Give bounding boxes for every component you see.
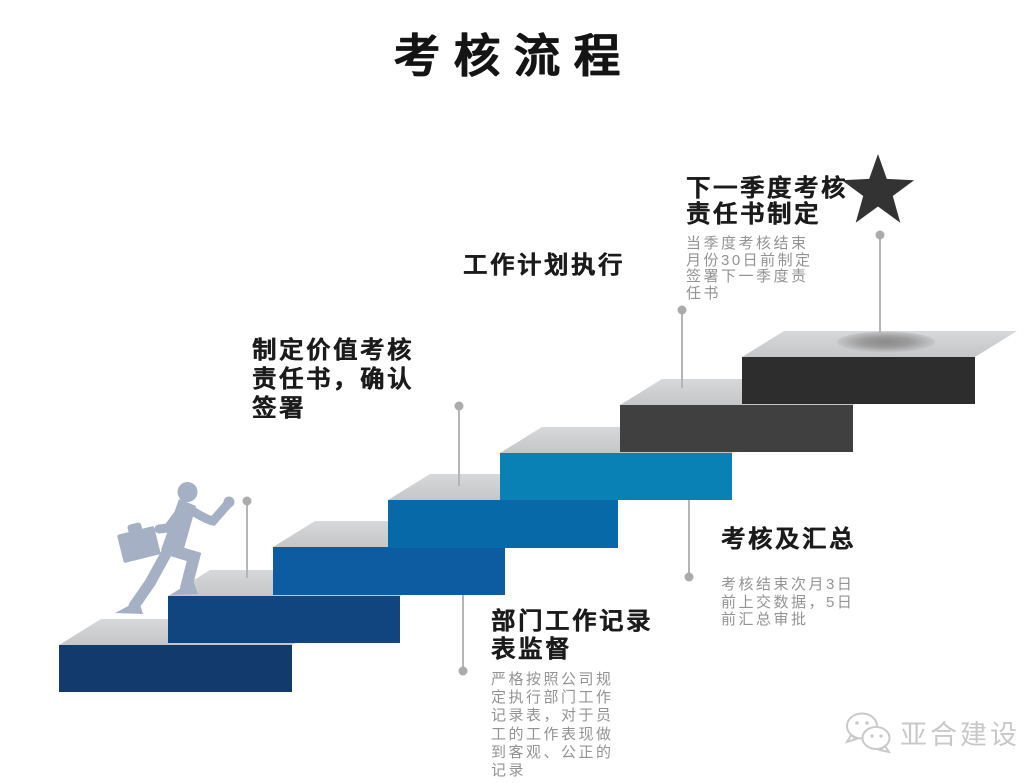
wechat-icon (844, 712, 892, 754)
person-front-arm (186, 500, 232, 526)
stage-desc: 考核结束次月3日 前上交数据，5日 前汇总审批 (721, 576, 855, 628)
stage-title: 制定价值考核 责任书，确认 签署 (252, 337, 414, 422)
stair-face-5 (500, 453, 732, 500)
briefcase-icon (117, 522, 161, 563)
stage-next-quarter-book: 下一季度考核 责任书制定 当季度考核结束 月份30日前制定 签署下一季度责 任书 (686, 176, 861, 302)
stage-title: 考核及汇总 (721, 526, 856, 553)
slide-title: 考核流程 (393, 30, 634, 82)
stair-face-2 (168, 596, 400, 643)
person-head (177, 482, 198, 502)
person-back-arm (154, 503, 188, 534)
watermark-text: 亚合建设 (900, 719, 1020, 750)
stage-execute-plan: 工作计划执行 (463, 251, 663, 280)
stair-face-6 (620, 405, 853, 452)
stair-face-7 (742, 357, 975, 404)
leader-pins (246, 237, 881, 668)
pin-dot-plan (454, 401, 464, 411)
stage-sign-responsibility: 制定价值考核 责任书，确认 签署 (252, 336, 437, 423)
watermark: 亚合建设 (842, 708, 1020, 756)
person-front-leg (165, 544, 202, 594)
stage-title: 下一季度考核 责任书制定 (686, 175, 848, 228)
pin-dot-record (458, 666, 468, 676)
star-icon (841, 154, 915, 223)
stage-record-supervision: 部门工作记录 表监督 严格按照公司规 定执行部门工作 记录表，对于员 工的工作表… (491, 608, 676, 780)
pin-dot-next-quarter (677, 305, 687, 315)
person-back-leg (128, 546, 173, 612)
person-back-foot (115, 601, 143, 614)
pin-dot-summary (684, 572, 694, 582)
stair-top-hole (837, 331, 935, 353)
leader-pin-dots (242, 230, 885, 676)
person-front-foot (171, 583, 198, 595)
stage-title: 工作计划执行 (463, 252, 625, 279)
stage-desc: 当季度考核结束 月份30日前制定 签署下一季度责 任书 (686, 235, 813, 302)
stage-desc: 严格按照公司规 定执行部门工作 记录表，对于员 工的工作表现做 到客观、公正的 … (491, 671, 614, 780)
person-torso (161, 499, 196, 559)
stage-title: 部门工作记录 表监督 (491, 608, 653, 663)
pin-dot-sign (242, 496, 252, 506)
stair-face-3 (273, 547, 505, 595)
climbing-person-silhouette (115, 482, 235, 614)
stair-face-1 (59, 645, 292, 692)
stage-assess-summarize: 考核及汇总 考核结束次月3日 前上交数据，5日 前汇总审批 (721, 525, 921, 629)
stair-face-4 (388, 500, 618, 548)
stair-faces (59, 357, 975, 692)
pin-dot-star (875, 230, 885, 240)
